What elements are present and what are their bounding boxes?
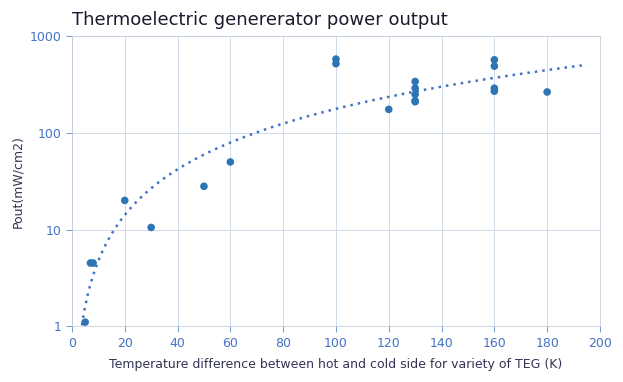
Point: [410, 78, 420, 84]
Point: [410, 85, 420, 91]
X-axis label: Temperature difference between hot and cold side for variety of TEG (K): Temperature difference between hot and c…: [109, 358, 563, 371]
Point: [490, 85, 500, 91]
Y-axis label: Pout(mW/cm2): Pout(mW/cm2): [11, 135, 24, 228]
Point: [80, 319, 90, 325]
Point: [120, 197, 130, 204]
Text: Thermoelectric genererator power output: Thermoelectric genererator power output: [72, 11, 448, 29]
Point: [199, 183, 209, 189]
Point: [490, 57, 500, 63]
Point: [490, 88, 500, 94]
Point: [331, 56, 341, 62]
Point: [85, 260, 95, 266]
Point: [410, 99, 420, 105]
Point: [384, 106, 394, 112]
Point: [410, 91, 420, 97]
Point: [226, 159, 235, 165]
Point: [88, 260, 98, 266]
Point: [490, 63, 500, 69]
Point: [542, 89, 552, 95]
Point: [410, 98, 420, 104]
Point: [331, 61, 341, 67]
Point: [146, 224, 156, 230]
